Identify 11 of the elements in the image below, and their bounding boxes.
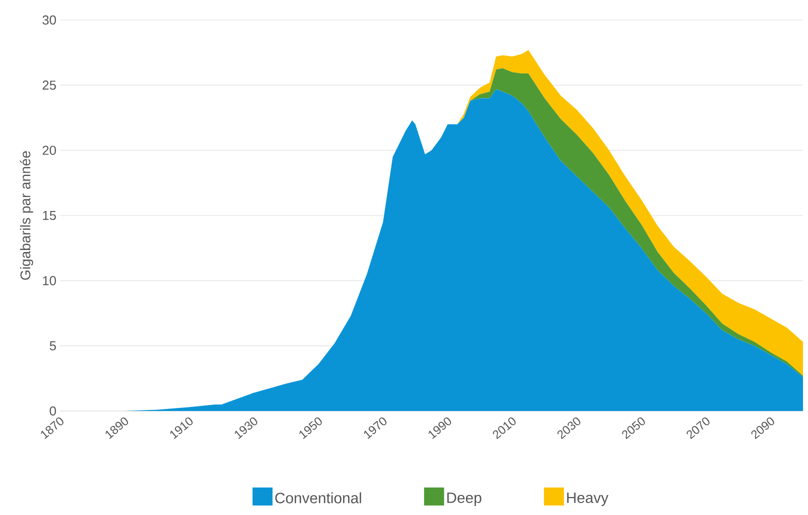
y-axis-title: Gigabarils par année [20,151,34,280]
y-tick-label: 10 [43,276,56,286]
y-tick-label: 30 [42,15,56,25]
legend-label: Conventional [275,492,362,504]
y-tick-label: 20 [42,146,56,155]
legend-label: Heavy [567,492,608,506]
y-tick-label: 25 [42,80,56,90]
y-tick-label: 0 [50,406,56,416]
legend-label: Deep [447,492,482,506]
y-tick-label: 5 [50,341,56,350]
y-tick-label: 15 [43,210,56,220]
